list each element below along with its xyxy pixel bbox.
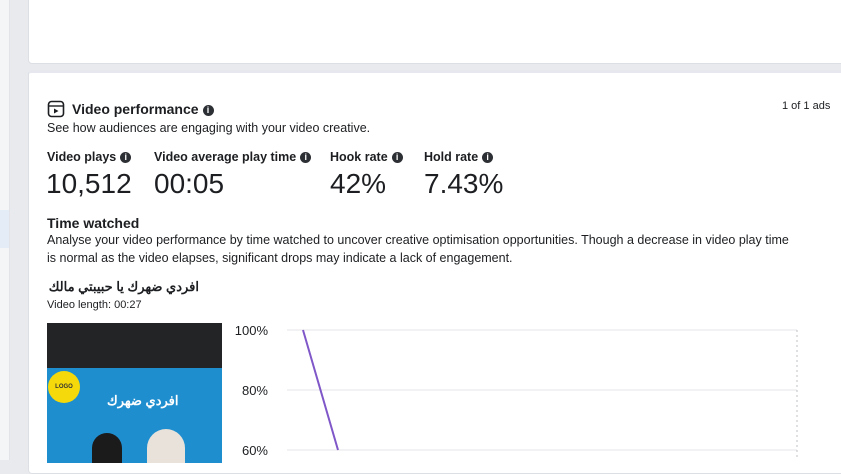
y-tick-label: 80% <box>242 383 268 398</box>
series-line <box>302 329 339 451</box>
time-watched-description-line1: Analyse your video performance by time w… <box>47 233 789 247</box>
video-length: Video length: 00:27 <box>47 299 142 311</box>
y-tick-label: 100% <box>235 323 269 338</box>
video-name: افردي ضهرك يا حبيبتي مالك <box>48 279 199 294</box>
left-sidebar-strip <box>0 0 10 460</box>
metric-label-text: Hook rate <box>330 150 388 164</box>
metric-label-text: Video average play time <box>154 150 297 164</box>
info-icon[interactable]: i <box>202 104 214 116</box>
metric-label-hook-rate: Hook rate i <box>330 150 403 164</box>
time-watched-title: Time watched <box>47 215 140 231</box>
metric-label-video-plays: Video plays i <box>47 150 132 164</box>
time-watched-chart: 100% 80% 60% <box>235 323 798 460</box>
metric-value-hook-rate: 42% <box>330 168 387 199</box>
video-performance-title-text: Video performance <box>72 101 199 117</box>
time-watched-description-line2: is normal as the video elapses, signific… <box>47 251 513 265</box>
info-icon[interactable]: i <box>120 152 132 164</box>
metric-label-text: Video plays <box>47 150 117 164</box>
metric-value-hold-rate: 7.43% <box>424 168 504 199</box>
metric-value-average-play-time: 00:05 <box>154 168 225 199</box>
metric-label-hold-rate: Hold rate i <box>424 150 494 164</box>
video-icon <box>47 100 65 118</box>
ad-count: 1 of 1 ads <box>782 100 831 112</box>
brand-logo: LOGO <box>48 371 80 403</box>
person-silhouette <box>147 429 185 463</box>
metric-label-text: Hold rate <box>424 150 479 164</box>
previous-card <box>28 0 841 64</box>
video-thumbnail[interactable]: LOGO افردي ضهرك <box>47 323 222 463</box>
video-performance-title: Video performance i <box>72 101 214 117</box>
thumbnail-caption: افردي ضهرك <box>107 393 179 408</box>
info-icon[interactable]: i <box>391 152 403 164</box>
metric-label-average-play-time: Video average play time i <box>154 150 312 164</box>
metric-value-video-plays: 10,512 <box>46 168 132 199</box>
thumbnail-dark-band <box>47 323 222 368</box>
info-icon[interactable]: i <box>482 152 494 164</box>
person-silhouette <box>92 433 122 463</box>
video-performance-subtitle: See how audiences are engaging with your… <box>47 121 371 135</box>
info-icon[interactable]: i <box>300 152 312 164</box>
sidebar-active-indicator <box>0 210 9 248</box>
y-tick-label: 60% <box>242 443 268 458</box>
